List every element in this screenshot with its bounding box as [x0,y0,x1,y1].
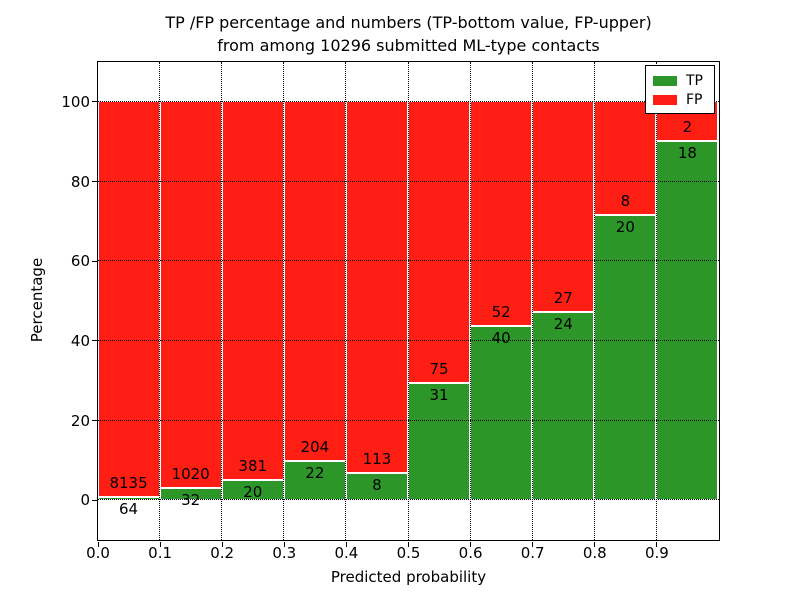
legend-entry-fp: FP [653,90,714,109]
tp-count-label: 22 [305,463,325,482]
legend-swatch-fp-icon [653,94,677,105]
bar-segment-fp [532,101,595,313]
bar-segment-tp [408,383,471,500]
legend-label-tp: TP [686,72,703,89]
v-gridline [469,61,471,540]
v-gridline [345,61,347,540]
x-tick [408,541,409,547]
v-gridline [407,61,409,540]
bar-segment-tp [159,487,222,500]
bar-segment-tp [532,312,595,500]
y-tick [91,260,97,262]
fp-count-label: 8 [620,192,631,211]
x-tick [97,541,99,547]
chart-title-line1: TP /FP percentage and numbers (TP-bottom… [165,13,652,32]
y-tick [91,101,97,103]
fp-count-label: 75 [429,360,449,379]
fp-count-label: 52 [491,303,511,322]
v-gridline [221,61,223,540]
bar-segment-fp [283,101,346,461]
x-tick [345,541,347,547]
v-gridline [159,61,161,540]
chart-title-line2: from among 10296 submitted ML-type conta… [217,36,600,55]
y-tick-label: 0 [80,491,90,510]
y-tick-label: 100 [61,92,90,111]
tp-count-label: 18 [677,144,697,163]
x-tick-label: 0.7 [520,544,545,562]
y-tick-label: 40 [70,331,90,350]
x-tick [656,541,658,547]
tp-count-label: 31 [429,386,449,405]
x-tick-label: 0.8 [582,544,607,562]
y-axis-label: Percentage [28,257,46,343]
x-tick-label: 0.9 [644,544,669,562]
tp-count-label: 20 [615,218,635,237]
h-gridline [97,339,719,341]
x-tick [594,541,596,547]
h-gridline [97,260,719,262]
fp-count-label: 381 [238,456,268,475]
y-tick-label: 80 [70,172,90,191]
bar-segment-tp [97,496,160,500]
tp-count-label: 32 [181,490,201,509]
legend-label-fp: FP [686,91,703,108]
tp-count-label: 64 [119,499,139,518]
x-tick-label: 0.0 [86,544,110,562]
y-tick [91,420,97,421]
h-gridline [97,100,719,102]
h-gridline [97,180,719,182]
bar-segment-fp [408,101,471,384]
tp-count-label: 20 [243,482,263,501]
bar-segment-fp [159,101,222,488]
y-tick [91,181,97,182]
y-tick [91,340,97,342]
fp-count-label: 204 [300,437,330,456]
legend: TP FP [645,65,715,114]
x-tick [159,541,161,547]
x-tick [470,541,472,547]
bar-segment-fp [594,101,657,216]
v-gridline [655,61,657,540]
fp-count-label: 113 [362,450,392,469]
bar-segment-fp [345,101,408,474]
legend-entry-tp: TP [653,71,714,90]
v-gridline [593,61,595,540]
h-gridline [97,499,719,501]
v-gridline [531,61,533,540]
fp-count-label: 8135 [109,473,148,492]
x-tick-label: 0.5 [396,544,421,562]
plot-area: 8135 64 1020 32 381 20 204 22 113 8 75 31 52 40 27 24 8 2… [96,60,720,541]
x-tick-label: 0.4 [334,544,359,562]
tp-count-label: 8 [372,476,382,495]
bar-segment-fp [97,101,160,497]
x-tick-label: 0.6 [458,544,483,562]
bar-segment-tp [656,141,719,500]
y-tick [91,499,97,501]
bar-segment-fp [221,101,284,480]
y-tick-label: 60 [70,252,90,271]
bar-segment-tp [594,215,657,500]
bar-segment-tp [470,326,533,500]
v-gridline [283,61,285,540]
bar-segment-tp [345,473,408,500]
x-tick [221,541,223,547]
bar-segment-fp [470,101,533,327]
x-tick-label: 0.2 [210,544,235,562]
tp-count-label: 40 [491,329,511,348]
chart-title: TP /FP percentage and numbers (TP-bottom… [97,11,720,57]
x-tick-label: 0.3 [272,544,297,562]
fp-count-label: 2 [682,118,693,137]
legend-swatch-tp-icon [653,75,677,86]
fp-count-label: 27 [553,289,573,308]
y-tick-label: 20 [70,411,90,430]
fp-count-label: 1020 [171,464,210,483]
x-tick-label: 0.1 [148,544,173,562]
x-axis-label: Predicted probability [330,568,487,586]
x-tick [532,541,534,547]
x-tick [283,541,285,547]
tp-count-label: 24 [553,315,573,334]
h-gridline [97,419,719,421]
